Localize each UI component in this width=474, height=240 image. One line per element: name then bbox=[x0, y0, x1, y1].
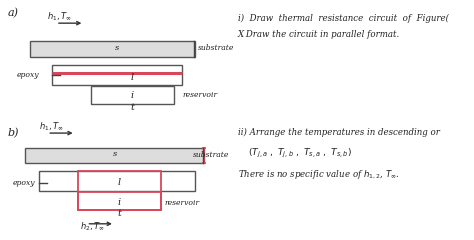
Text: s: s bbox=[113, 150, 117, 158]
Text: reservoir: reservoir bbox=[165, 198, 200, 206]
Text: t: t bbox=[117, 209, 121, 218]
Text: X Draw the circuit in parallel format.: X Draw the circuit in parallel format. bbox=[238, 30, 400, 39]
Text: $h_1, T_{\infty}$: $h_1, T_{\infty}$ bbox=[47, 10, 72, 23]
Text: substrate: substrate bbox=[198, 44, 234, 52]
Text: $(T_{j,a}\ ,\ T_{j,b}\ ,\ T_{s,a}\ ,\ T_{s,b})$: $(T_{j,a}\ ,\ T_{j,b}\ ,\ T_{s,a}\ ,\ T_… bbox=[248, 147, 352, 160]
Text: There is no specific value of $h_{1,2}$, $T_{\infty}$.: There is no specific value of $h_{1,2}$,… bbox=[238, 168, 400, 181]
Text: i: i bbox=[118, 198, 121, 207]
Text: epoxy: epoxy bbox=[12, 179, 35, 187]
Text: l: l bbox=[118, 178, 121, 187]
Text: epoxy: epoxy bbox=[17, 71, 39, 79]
Bar bbox=[38, 171, 195, 191]
Text: reservoir: reservoir bbox=[182, 91, 218, 99]
Bar bbox=[30, 41, 195, 57]
Text: i: i bbox=[131, 91, 134, 100]
Bar bbox=[52, 65, 182, 85]
Text: i)  Draw  thermal  resistance  circuit  of  Figure(: i) Draw thermal resistance circuit of Fi… bbox=[238, 14, 449, 23]
Text: l: l bbox=[131, 73, 134, 82]
Text: s: s bbox=[115, 44, 119, 52]
Text: ii) Arrange the temperatures in descending or: ii) Arrange the temperatures in descendi… bbox=[238, 128, 440, 137]
Bar bbox=[78, 171, 161, 210]
Text: t: t bbox=[130, 103, 134, 112]
Text: $h_1, T_{\infty}$: $h_1, T_{\infty}$ bbox=[38, 121, 64, 133]
Bar bbox=[78, 192, 161, 210]
Bar bbox=[26, 148, 204, 163]
Bar bbox=[91, 86, 173, 104]
Text: $h_2, T_{\infty}$: $h_2, T_{\infty}$ bbox=[80, 221, 105, 234]
Text: a): a) bbox=[8, 8, 19, 18]
Text: b): b) bbox=[8, 128, 19, 138]
Text: substrate: substrate bbox=[193, 151, 230, 159]
